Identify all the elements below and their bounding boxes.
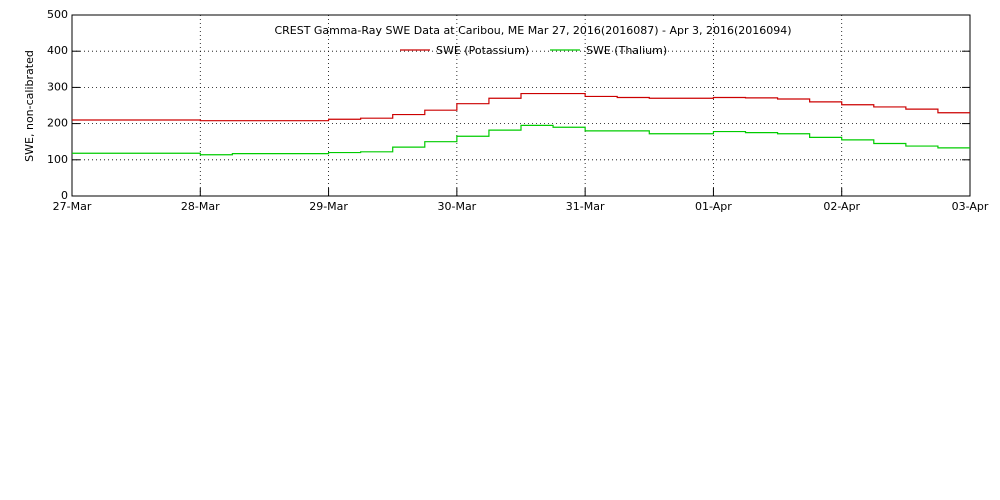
legend-label: SWE (Potassium)	[436, 44, 529, 57]
x-tick-label: 31-Mar	[566, 200, 605, 213]
legend-label: SWE (Thalium)	[586, 44, 667, 57]
y-axis-label: SWE, non-calibrated	[23, 50, 36, 162]
y-tick-label: 500	[47, 8, 68, 21]
x-tick-label: 29-Mar	[309, 200, 348, 213]
series-line	[72, 124, 970, 156]
x-tick-label: 28-Mar	[181, 200, 220, 213]
x-tick-label: 01-Apr	[695, 200, 732, 213]
x-tick-label: 27-Mar	[53, 200, 92, 213]
x-tick-label: 03-Apr	[952, 200, 989, 213]
y-tick-label: 0	[61, 189, 68, 202]
x-tick-label: 30-Mar	[437, 200, 476, 213]
plot-frame	[71, 14, 971, 197]
x-tick-label: 02-Apr	[823, 200, 860, 213]
y-tick-label: 400	[47, 44, 68, 57]
y-tick-label: 200	[47, 117, 68, 130]
y-tick-label: 100	[47, 153, 68, 166]
series-line	[72, 92, 970, 122]
y-tick-label: 300	[47, 80, 68, 93]
chart-title: CREST Gamma-Ray SWE Data at Caribou, ME …	[274, 24, 791, 37]
